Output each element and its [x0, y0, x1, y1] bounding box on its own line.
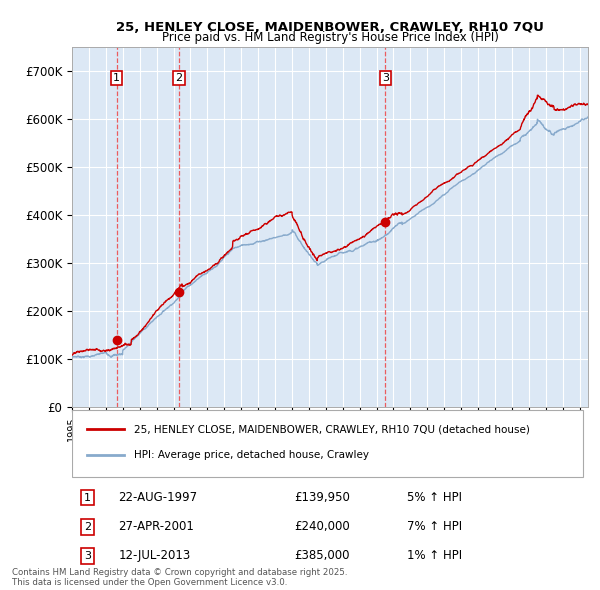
Text: 1% ↑ HPI: 1% ↑ HPI: [407, 549, 463, 562]
Text: £240,000: £240,000: [294, 520, 350, 533]
Text: 25, HENLEY CLOSE, MAIDENBOWER, CRAWLEY, RH10 7QU: 25, HENLEY CLOSE, MAIDENBOWER, CRAWLEY, …: [116, 21, 544, 34]
Text: 27-APR-2001: 27-APR-2001: [118, 520, 194, 533]
Text: £385,000: £385,000: [294, 549, 349, 562]
Text: 2: 2: [175, 73, 182, 83]
Text: 7% ↑ HPI: 7% ↑ HPI: [407, 520, 463, 533]
Text: 25, HENLEY CLOSE, MAIDENBOWER, CRAWLEY, RH10 7QU (detached house): 25, HENLEY CLOSE, MAIDENBOWER, CRAWLEY, …: [134, 424, 530, 434]
Text: HPI: Average price, detached house, Crawley: HPI: Average price, detached house, Craw…: [134, 450, 369, 460]
Text: 3: 3: [382, 73, 389, 83]
Text: 12-JUL-2013: 12-JUL-2013: [118, 549, 191, 562]
Text: 5% ↑ HPI: 5% ↑ HPI: [407, 491, 463, 504]
Text: Contains HM Land Registry data © Crown copyright and database right 2025.
This d: Contains HM Land Registry data © Crown c…: [12, 568, 347, 587]
Text: Price paid vs. HM Land Registry's House Price Index (HPI): Price paid vs. HM Land Registry's House …: [161, 31, 499, 44]
Text: 22-AUG-1997: 22-AUG-1997: [118, 491, 197, 504]
Text: 1: 1: [84, 493, 91, 503]
Text: £139,950: £139,950: [294, 491, 350, 504]
Text: 2: 2: [84, 522, 91, 532]
Text: 1: 1: [113, 73, 120, 83]
Text: 3: 3: [84, 551, 91, 561]
FancyBboxPatch shape: [72, 410, 583, 477]
